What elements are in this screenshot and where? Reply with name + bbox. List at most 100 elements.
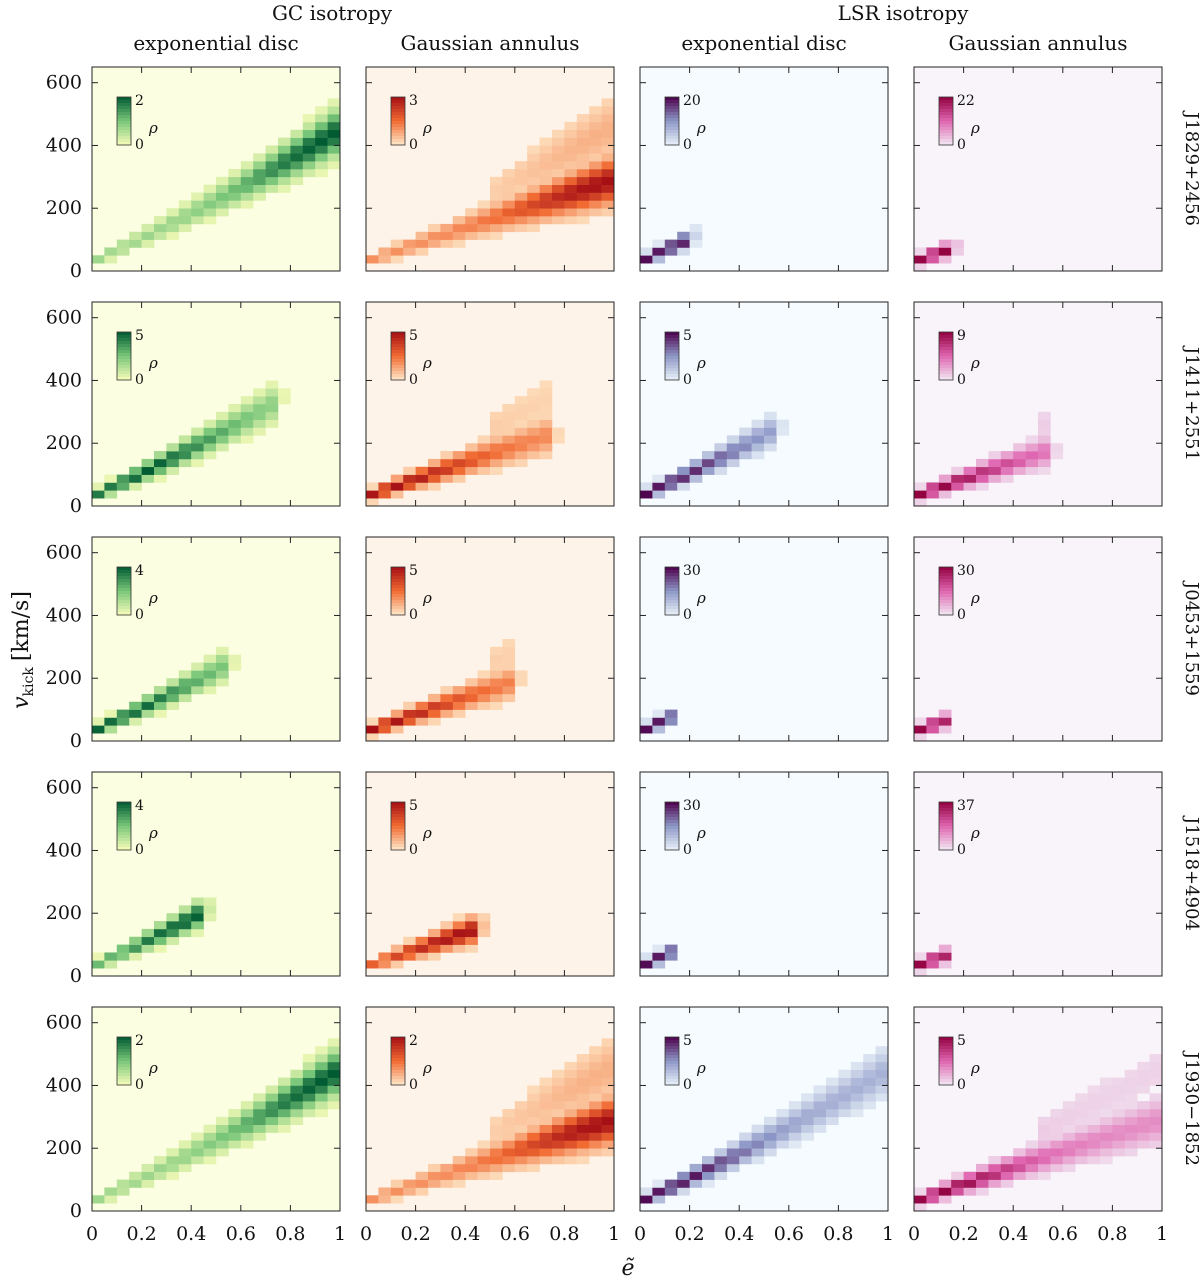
heatmap-cell bbox=[988, 451, 1002, 460]
x-tick-label: 0 bbox=[360, 1223, 372, 1245]
heatmap-cell bbox=[191, 1140, 204, 1149]
heatmap-cell bbox=[564, 137, 578, 146]
heatmap-cell bbox=[677, 482, 690, 491]
colorbar-min-label: 0 bbox=[409, 372, 418, 388]
colorbar: 30 0ρ bbox=[938, 563, 980, 623]
heatmap-cell bbox=[601, 129, 615, 138]
heatmap-cell bbox=[751, 443, 765, 452]
heatmap-cell bbox=[527, 1109, 540, 1118]
heatmap-cell bbox=[203, 905, 217, 914]
heatmap-cell bbox=[1038, 411, 1051, 420]
heatmap-cell bbox=[527, 1124, 540, 1133]
heatmap-cell bbox=[240, 427, 254, 436]
heatmap-cell bbox=[938, 474, 952, 483]
heatmap-cell bbox=[490, 693, 503, 703]
heatmap-cell bbox=[141, 1163, 155, 1173]
heatmap-cell bbox=[1025, 1171, 1039, 1180]
heatmap-cell bbox=[315, 1046, 328, 1055]
heatmap-cell bbox=[826, 1101, 839, 1110]
heatmap-cell bbox=[1000, 1156, 1014, 1165]
heatmap-cell bbox=[302, 161, 316, 170]
y-tick-label: 400 bbox=[46, 1074, 82, 1096]
heatmap-cell bbox=[440, 921, 454, 930]
heatmap-cell bbox=[228, 654, 242, 663]
heatmap-cell bbox=[216, 670, 229, 679]
colorbar-min-label: 0 bbox=[683, 137, 692, 153]
heatmap-cell bbox=[502, 404, 516, 413]
heatmap-cell bbox=[216, 427, 229, 436]
heatmap-cell bbox=[166, 936, 180, 945]
heatmap-cell bbox=[838, 1085, 852, 1094]
y-tick-label: 200 bbox=[46, 197, 82, 219]
heatmap-cell bbox=[104, 725, 118, 734]
y-axis-label: vkick [km/s] bbox=[9, 591, 37, 709]
heatmap-cell bbox=[240, 192, 254, 201]
heatmap-cell bbox=[278, 137, 291, 146]
heatmap-cell bbox=[640, 725, 653, 734]
heatmap-cell bbox=[116, 709, 130, 718]
heatmap-cell bbox=[926, 952, 940, 961]
heatmap-cell bbox=[440, 693, 454, 703]
heatmap-cell bbox=[751, 451, 765, 460]
heatmap-cell bbox=[564, 1116, 578, 1125]
heatmap-cell bbox=[552, 1116, 565, 1125]
heatmap-cell bbox=[564, 161, 578, 170]
heatmap-cell bbox=[154, 701, 167, 710]
heatmap-cell bbox=[428, 701, 441, 710]
heatmap-cell bbox=[640, 247, 653, 256]
heatmap-cell bbox=[154, 1171, 167, 1180]
heatmap-cell bbox=[129, 1179, 142, 1188]
heatmap-cell bbox=[863, 1054, 876, 1063]
heatmap-cell bbox=[1075, 1132, 1088, 1141]
heatmap-cell bbox=[813, 1085, 827, 1094]
heatmap-cell bbox=[141, 474, 155, 483]
heatmap-cell bbox=[539, 1109, 553, 1118]
colorbar-min-label: 0 bbox=[409, 1077, 418, 1093]
panel-frame bbox=[91, 301, 341, 507]
heatmap-cell bbox=[228, 176, 242, 185]
heatmap-cell bbox=[1149, 1140, 1163, 1149]
heatmap-cell bbox=[601, 1069, 615, 1078]
heatmap-cell bbox=[216, 1124, 229, 1133]
heatmap-cell bbox=[278, 184, 291, 193]
heatmap-cell bbox=[129, 701, 142, 710]
heatmap-cell bbox=[914, 960, 927, 969]
heatmap-cell bbox=[1038, 466, 1051, 475]
heatmap-cell bbox=[1013, 1148, 1026, 1157]
heatmap-cell bbox=[428, 936, 441, 945]
heatmap-cell bbox=[527, 1163, 540, 1173]
heatmap-cell bbox=[601, 98, 615, 107]
heatmap-cell bbox=[951, 466, 964, 475]
panel-tick-marks bbox=[639, 772, 889, 977]
heatmap-cell bbox=[514, 411, 528, 420]
heatmap-cell bbox=[403, 944, 416, 953]
colorbar-min-label: 0 bbox=[135, 137, 144, 153]
colorbar-min-label: 0 bbox=[957, 137, 966, 153]
heatmap-cell bbox=[539, 1148, 553, 1157]
heatmap-cell bbox=[129, 231, 142, 240]
heatmap-cell bbox=[265, 176, 279, 185]
heatmap-cell bbox=[826, 1109, 839, 1118]
heatmap-cell bbox=[1149, 1132, 1163, 1141]
colorbar-max-label: 3 bbox=[409, 93, 418, 109]
heatmap-cell bbox=[664, 717, 678, 726]
heatmap-cell bbox=[601, 1109, 615, 1118]
heatmap-cell bbox=[216, 443, 229, 452]
heatmap-cell bbox=[141, 709, 155, 718]
heatmap-cell bbox=[539, 208, 553, 217]
heatmap-cell bbox=[652, 725, 666, 734]
heatmap-cell bbox=[302, 169, 316, 178]
heatmap-cell bbox=[1025, 458, 1039, 468]
heatmap-cell bbox=[265, 1124, 279, 1133]
heatmap-cell bbox=[141, 231, 155, 240]
heatmap-cell bbox=[938, 952, 952, 961]
y-tick-label: 600 bbox=[46, 777, 82, 799]
heatmap-cell bbox=[191, 458, 204, 468]
heatmap-cell bbox=[253, 1116, 266, 1125]
heatmap-cell bbox=[576, 1069, 590, 1078]
heatmap-cell bbox=[552, 145, 565, 154]
panel-frame bbox=[91, 771, 341, 977]
heatmap-cell bbox=[689, 239, 703, 248]
heatmap-cell bbox=[452, 686, 466, 695]
y-axis-ticks: 0 200 400 600 0 200 400 600 0 200 400 600 0 200 400 600… bbox=[46, 72, 82, 1222]
